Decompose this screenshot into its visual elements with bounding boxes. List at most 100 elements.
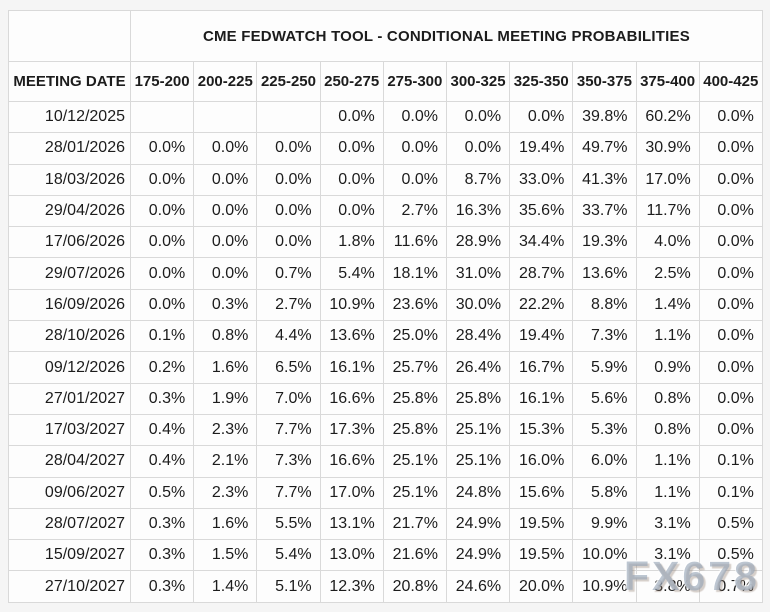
table-row: 18/03/2026 0.0% 0.0% 0.0% 0.0% 0.0% 8.7% 33.0% 4…: [8, 163, 763, 196]
probability-cell: 8.7%: [445, 163, 511, 196]
probability-cell: 0.0%: [193, 194, 258, 228]
probability-cell: 0.7%: [698, 570, 763, 603]
probability-cell: 25.8%: [382, 382, 447, 415]
probability-cell: 0.0%: [382, 132, 447, 165]
meeting-date-cell: 18/03/2026: [8, 163, 131, 196]
title-row: CME FEDWATCH TOOL - CONDITIONAL MEETING …: [8, 10, 763, 62]
probability-cell: [256, 100, 321, 134]
probability-cell: 25.8%: [445, 382, 511, 415]
probability-cell: 5.4%: [319, 257, 384, 290]
probability-cell: 5.4%: [256, 539, 321, 572]
probability-cell: 0.4%: [129, 445, 195, 478]
probability-cell: 0.0%: [698, 382, 763, 415]
meeting-date-cell: 28/10/2026: [8, 320, 131, 353]
probability-cell: 22.2%: [509, 288, 574, 322]
probability-cell: 28.4%: [445, 320, 511, 353]
probability-cell: 17.0%: [319, 476, 384, 509]
probability-cell: 0.0%: [698, 163, 763, 196]
probability-cell: 5.6%: [572, 382, 637, 415]
probability-cell: 39.8%: [572, 100, 637, 134]
probability-cell: 0.8%: [635, 413, 700, 447]
probability-cell: 25.8%: [382, 413, 447, 447]
probability-cell: 0.0%: [698, 100, 763, 134]
probability-cell: 13.1%: [319, 507, 384, 541]
probability-cell: [193, 100, 258, 134]
probability-cell: 1.6%: [193, 351, 258, 384]
probability-cell: 0.0%: [319, 163, 384, 196]
meeting-date-cell: 29/04/2026: [8, 194, 131, 228]
probability-cell: 21.7%: [382, 507, 447, 541]
fedwatch-probabilities-table: CME FEDWATCH TOOL - CONDITIONAL MEETING …: [8, 10, 763, 603]
probability-cell: 25.1%: [445, 413, 511, 447]
table-row: 29/07/2026 0.0% 0.0% 0.7% 5.4% 18.1% 31.0% 28.7…: [8, 257, 763, 290]
table-row: 27/01/2027 0.3% 1.9% 7.0% 16.6% 25.8% 25.8% 16.…: [8, 382, 763, 415]
table-row: 17/03/2027 0.4% 2.3% 7.7% 17.3% 25.8% 25.1% 15.…: [8, 413, 763, 447]
table-row: 10/12/2025 0.0% 0.0% 0.0% 0.0% 39.8% 60.2% 0.0%: [8, 100, 763, 134]
probability-cell: 7.0%: [256, 382, 321, 415]
meeting-date-cell: 17/06/2026: [8, 226, 131, 259]
probability-cell: 16.6%: [319, 445, 384, 478]
rate-range-header-200-225: 200-225: [193, 61, 258, 102]
probability-cell: 9.9%: [572, 507, 637, 541]
probability-cell: 0.0%: [129, 257, 195, 290]
probability-cell: 18.1%: [382, 257, 447, 290]
probability-cell: 35.6%: [509, 194, 574, 228]
probability-cell: 0.7%: [256, 257, 321, 290]
probability-cell: 0.0%: [698, 194, 763, 228]
meeting-date-cell: 28/01/2026: [8, 132, 131, 165]
meeting-date-cell: 09/12/2026: [8, 351, 131, 384]
table-row: 15/09/2027 0.3% 1.5% 5.4% 13.0% 21.6% 24.9% 19.…: [8, 539, 763, 572]
probability-cell: 5.3%: [572, 413, 637, 447]
probability-cell: 0.0%: [129, 163, 195, 196]
probability-cell: 1.5%: [193, 539, 258, 572]
probability-cell: 7.3%: [572, 320, 637, 353]
probability-cell: 30.9%: [635, 132, 700, 165]
probability-cell: 0.1%: [698, 445, 763, 478]
probability-cell: 0.0%: [698, 413, 763, 447]
probability-cell: 13.6%: [572, 257, 637, 290]
probability-cell: 0.0%: [129, 226, 195, 259]
probability-cell: 1.4%: [193, 570, 258, 603]
probability-cell: 0.1%: [129, 320, 195, 353]
meeting-date-cell: 17/03/2027: [8, 413, 131, 447]
probability-cell: 19.4%: [509, 132, 574, 165]
probability-cell: 0.0%: [129, 288, 195, 322]
rate-range-header-175-200: 175-200: [129, 61, 195, 102]
probability-cell: 28.9%: [445, 226, 511, 259]
column-header-row: MEETING DATE 175-200 200-225 225-250 250-275…: [8, 61, 763, 102]
probability-cell: 1.6%: [193, 507, 258, 541]
probability-cell: 10.0%: [572, 539, 637, 572]
rate-range-header-375-400: 375-400: [635, 61, 700, 102]
table-row: 29/04/2026 0.0% 0.0% 0.0% 0.0% 2.7% 16.3% 35.6%…: [8, 194, 763, 228]
probability-cell: 19.3%: [572, 226, 637, 259]
probability-cell: 6.5%: [256, 351, 321, 384]
probability-cell: 16.1%: [319, 351, 384, 384]
meeting-date-cell: 28/07/2027: [8, 507, 131, 541]
probability-cell: 41.3%: [572, 163, 637, 196]
table-row: 28/01/2026 0.0% 0.0% 0.0% 0.0% 0.0% 0.0% 19.4% 4…: [8, 132, 763, 165]
probability-cell: 10.9%: [319, 288, 384, 322]
probability-cell: 2.7%: [382, 194, 447, 228]
probability-cell: 20.0%: [509, 570, 574, 603]
probability-cell: 17.0%: [635, 163, 700, 196]
probability-cell: 0.1%: [698, 476, 763, 509]
probability-cell: 8.8%: [572, 288, 637, 322]
probability-cell: 33.0%: [509, 163, 574, 196]
probability-cell: 0.2%: [129, 351, 195, 384]
probability-cell: 2.3%: [193, 413, 258, 447]
probability-cell: 2.3%: [193, 476, 258, 509]
probability-cell: 11.7%: [635, 194, 700, 228]
probability-cell: 0.0%: [382, 163, 447, 196]
meeting-date-cell: 29/07/2026: [8, 257, 131, 290]
probability-cell: 25.7%: [382, 351, 447, 384]
probability-cell: 28.7%: [509, 257, 574, 290]
probability-cell: 2.7%: [256, 288, 321, 322]
probability-cell: 25.1%: [382, 476, 447, 509]
probability-cell: 4.4%: [256, 320, 321, 353]
table-row: 09/12/2026 0.2% 1.6% 6.5% 16.1% 25.7% 26.4% 16.…: [8, 351, 763, 384]
meeting-date-cell: 09/06/2027: [8, 476, 131, 509]
probability-cell: 0.4%: [129, 413, 195, 447]
probability-cell: 25.0%: [382, 320, 447, 353]
rate-range-header-250-275: 250-275: [319, 61, 384, 102]
table-row: 09/06/2027 0.5% 2.3% 7.7% 17.0% 25.1% 24.8% 15.…: [8, 476, 763, 509]
